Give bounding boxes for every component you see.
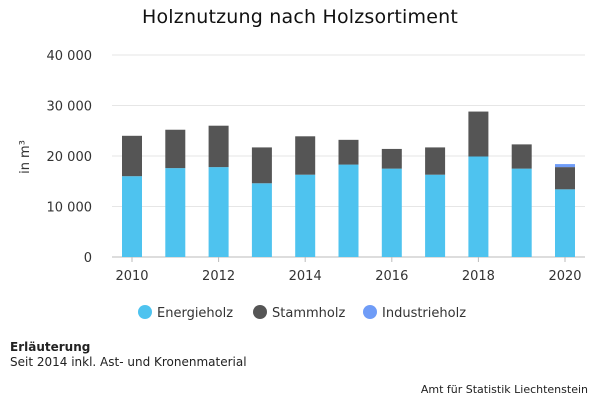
bars-layer <box>122 111 575 257</box>
bar-energieholz-2017 <box>425 174 446 257</box>
x-tick-label: 2016 <box>375 269 408 284</box>
x-tick-label: 2018 <box>462 269 495 284</box>
bar-energieholz-2016 <box>381 168 402 257</box>
bar-stammholz-2013 <box>251 147 272 184</box>
x-tick-label: 2014 <box>289 269 322 284</box>
note-text: Seit 2014 inkl. Ast- und Kronenmaterial <box>10 355 247 369</box>
bar-industrieholz-2020 <box>555 164 575 168</box>
bar-stammholz-2016 <box>381 148 402 169</box>
bar-energieholz-2019 <box>511 168 532 257</box>
x-tick-label: 2010 <box>115 269 148 284</box>
bar-energieholz-2015 <box>338 164 359 257</box>
y-tick-label: 40 000 <box>47 49 93 64</box>
y-tick-label: 30 000 <box>47 100 93 115</box>
bar-stammholz-2015 <box>338 139 359 165</box>
bar-stammholz-2019 <box>511 144 532 169</box>
y-axis-label: in m³ <box>18 140 33 174</box>
bar-stammholz-2018 <box>468 111 489 157</box>
bar-stammholz-2017 <box>425 147 446 175</box>
note-title: Erläuterung <box>10 340 91 354</box>
bar-energieholz-2020 <box>555 189 575 257</box>
bar-energieholz-2010 <box>122 176 142 257</box>
x-axis-ticks: 2010 2012 2014 2016 2018 2020 <box>115 257 582 284</box>
legend-label-stammholz: Stammholz <box>272 306 345 321</box>
bar-stammholz-2010 <box>122 135 142 177</box>
bar-energieholz-2011 <box>165 168 186 257</box>
chart-title: Holznutzung nach Holzsortiment <box>142 6 458 28</box>
y-tick-label: 0 <box>84 251 92 266</box>
bar-energieholz-2013 <box>251 183 272 257</box>
legend-marker-stammholz <box>253 305 267 319</box>
bar-stammholz-2011 <box>165 129 186 169</box>
y-tick-label: 10 000 <box>47 201 93 216</box>
legend-label-industrieholz: Industrieholz <box>382 306 466 321</box>
legend: Energieholz Stammholz Industrieholz <box>138 305 466 321</box>
legend-label-energieholz: Energieholz <box>157 306 233 321</box>
bar-energieholz-2018 <box>468 156 489 257</box>
legend-marker-energieholz <box>138 305 152 319</box>
source-credit: Amt für Statistik Liechtenstein <box>420 383 588 396</box>
bar-energieholz-2014 <box>295 174 316 257</box>
bar-stammholz-2014 <box>295 136 316 175</box>
y-axis-ticks: 0 10 000 20 000 30 000 40 000 <box>47 49 93 266</box>
legend-marker-industrieholz <box>363 305 377 319</box>
y-tick-label: 20 000 <box>47 150 93 165</box>
x-tick-label: 2012 <box>202 269 235 284</box>
bar-stammholz-2020 <box>555 167 575 190</box>
bar-stammholz-2012 <box>208 125 229 168</box>
bar-energieholz-2012 <box>208 167 229 257</box>
x-tick-label: 2020 <box>548 269 581 284</box>
